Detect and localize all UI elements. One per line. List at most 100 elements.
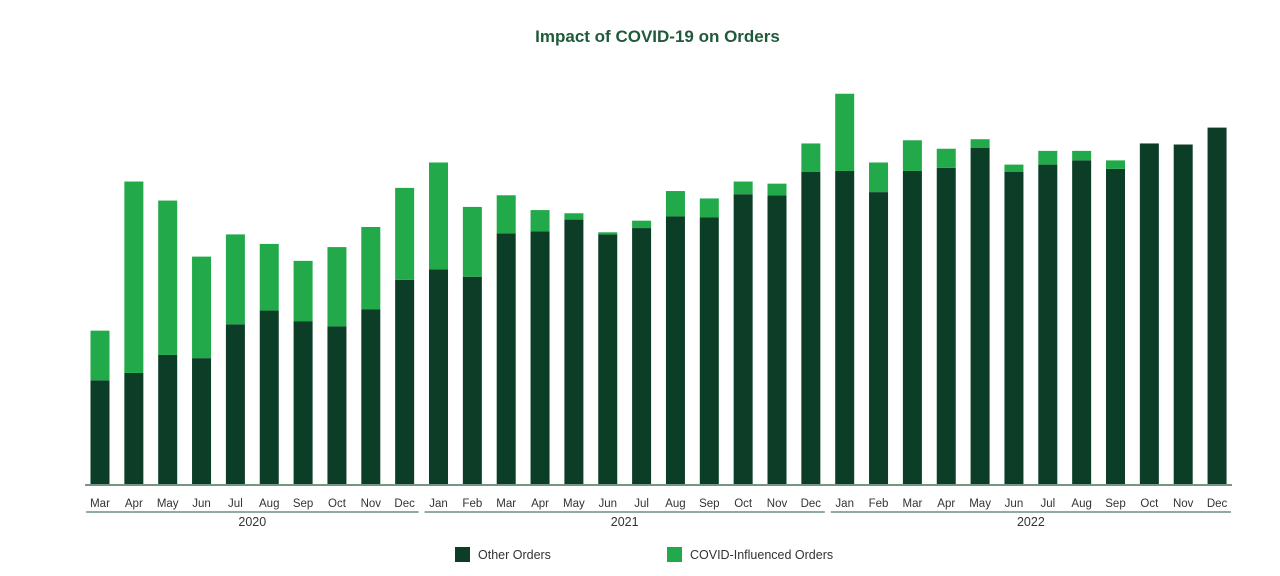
bar-covid-orders: [158, 200, 178, 355]
bar-covid-orders: [767, 183, 787, 196]
month-tick-label: Mar: [496, 498, 516, 510]
bar-covid-orders: [1106, 160, 1125, 169]
year-label: 2022: [1017, 515, 1045, 529]
bar-other-orders: [90, 380, 110, 484]
bar-covid-orders: [395, 187, 415, 280]
bar-other-orders: [902, 170, 922, 484]
month-tick-label: Jun: [192, 498, 211, 510]
month-tick-label: Dec: [1207, 498, 1228, 510]
bar-other-orders: [158, 354, 178, 484]
legend-swatch: [455, 547, 470, 562]
bar-covid-orders: [225, 234, 245, 325]
bar-other-orders: [665, 216, 685, 484]
month-tick-label: Oct: [1140, 498, 1159, 510]
bar-other-orders: [530, 231, 550, 484]
month-tick-label: Apr: [531, 498, 549, 510]
month-tick-label: Apr: [937, 498, 955, 510]
chart-title: Impact of COVID-19 on Orders: [535, 27, 780, 46]
bar-other-orders: [361, 309, 381, 484]
bar-covid-orders: [462, 206, 482, 277]
month-tick-label: Jan: [835, 498, 854, 510]
bar-other-orders: [564, 219, 584, 484]
month-tick-label: Oct: [734, 498, 753, 510]
bar-covid-orders: [598, 232, 618, 235]
bar-other-orders: [936, 167, 956, 485]
bar-other-orders: [293, 321, 313, 484]
month-tick-label: Apr: [125, 498, 143, 510]
bar-other-orders: [598, 234, 618, 484]
bar-other-orders: [225, 324, 245, 484]
bars-group: [90, 93, 1227, 485]
month-tick-label: Feb: [462, 498, 482, 510]
bar-other-orders: [192, 358, 212, 484]
month-tick-label: Mar: [90, 498, 110, 510]
bar-covid-orders: [733, 181, 753, 195]
month-tick-label: Oct: [328, 498, 347, 510]
bar-other-orders: [632, 228, 652, 484]
month-labels: Mar Apr May Jun Jul Aug Sep Oct Nov Dec Jan Feb Mar A…: [90, 498, 1227, 510]
bar-other-orders: [1139, 143, 1159, 484]
year-label: 2020: [238, 515, 266, 529]
bar-covid-orders: [293, 260, 313, 322]
bar-covid-orders: [835, 93, 855, 171]
month-tick-label: May: [157, 498, 179, 510]
bar-covid-orders: [1072, 150, 1092, 161]
bar-other-orders: [124, 372, 144, 484]
bar-covid-orders: [90, 330, 110, 381]
month-tick-label: Mar: [902, 498, 922, 510]
bar-covid-orders: [936, 148, 956, 168]
legend-label: COVID-Influenced Orders: [690, 548, 833, 562]
month-tick-label: May: [563, 498, 585, 510]
bar-other-orders: [1072, 160, 1092, 485]
bar-covid-orders: [259, 243, 279, 311]
legend: Other Orders COVID-Influenced Orders: [455, 547, 833, 562]
bar-covid-orders: [902, 140, 922, 171]
month-tick-label: Aug: [665, 498, 685, 510]
month-tick-label: Jul: [1040, 498, 1055, 510]
bar-other-orders: [835, 170, 855, 484]
bar-covid-orders: [361, 227, 381, 310]
bar-other-orders: [1106, 168, 1125, 484]
bar-other-orders: [395, 279, 415, 484]
bar-covid-orders: [192, 256, 212, 359]
bar-other-orders: [462, 276, 482, 484]
bar-other-orders: [801, 172, 821, 484]
bar-covid-orders: [869, 162, 889, 193]
month-tick-label: Feb: [869, 498, 889, 510]
bar-other-orders: [699, 217, 719, 484]
bar-covid-orders: [1038, 150, 1058, 165]
legend-swatch: [667, 547, 682, 562]
month-tick-label: Nov: [767, 498, 788, 510]
bar-other-orders: [259, 310, 279, 484]
bar-covid-orders: [699, 198, 719, 218]
month-tick-label: Nov: [1173, 498, 1194, 510]
bar-other-orders: [1038, 164, 1058, 484]
year-groups: 2020 2021 2022: [86, 511, 1231, 529]
bar-other-orders: [496, 233, 516, 484]
bar-covid-orders: [564, 213, 584, 220]
bar-other-orders: [327, 326, 347, 484]
bar-other-orders: [1207, 127, 1227, 485]
month-tick-label: Jul: [634, 498, 649, 510]
bar-covid-orders: [801, 143, 821, 173]
month-tick-label: Dec: [801, 498, 822, 510]
legend-label: Other Orders: [478, 548, 551, 562]
month-tick-label: Aug: [1071, 498, 1091, 510]
month-tick-label: Dec: [394, 498, 415, 510]
bar-covid-orders: [496, 195, 516, 234]
month-tick-label: May: [969, 498, 991, 510]
month-tick-label: Sep: [293, 498, 313, 510]
bar-covid-orders: [530, 210, 550, 232]
bar-other-orders: [1173, 144, 1193, 484]
month-tick-label: Jul: [228, 498, 243, 510]
month-tick-label: Sep: [1105, 498, 1125, 510]
month-tick-label: Jan: [429, 498, 448, 510]
bar-other-orders: [1004, 172, 1024, 484]
bar-covid-orders: [124, 181, 144, 373]
bar-other-orders: [970, 147, 990, 485]
bar-covid-orders: [632, 220, 652, 229]
bar-other-orders: [767, 195, 787, 485]
month-tick-label: Jun: [1005, 498, 1024, 510]
